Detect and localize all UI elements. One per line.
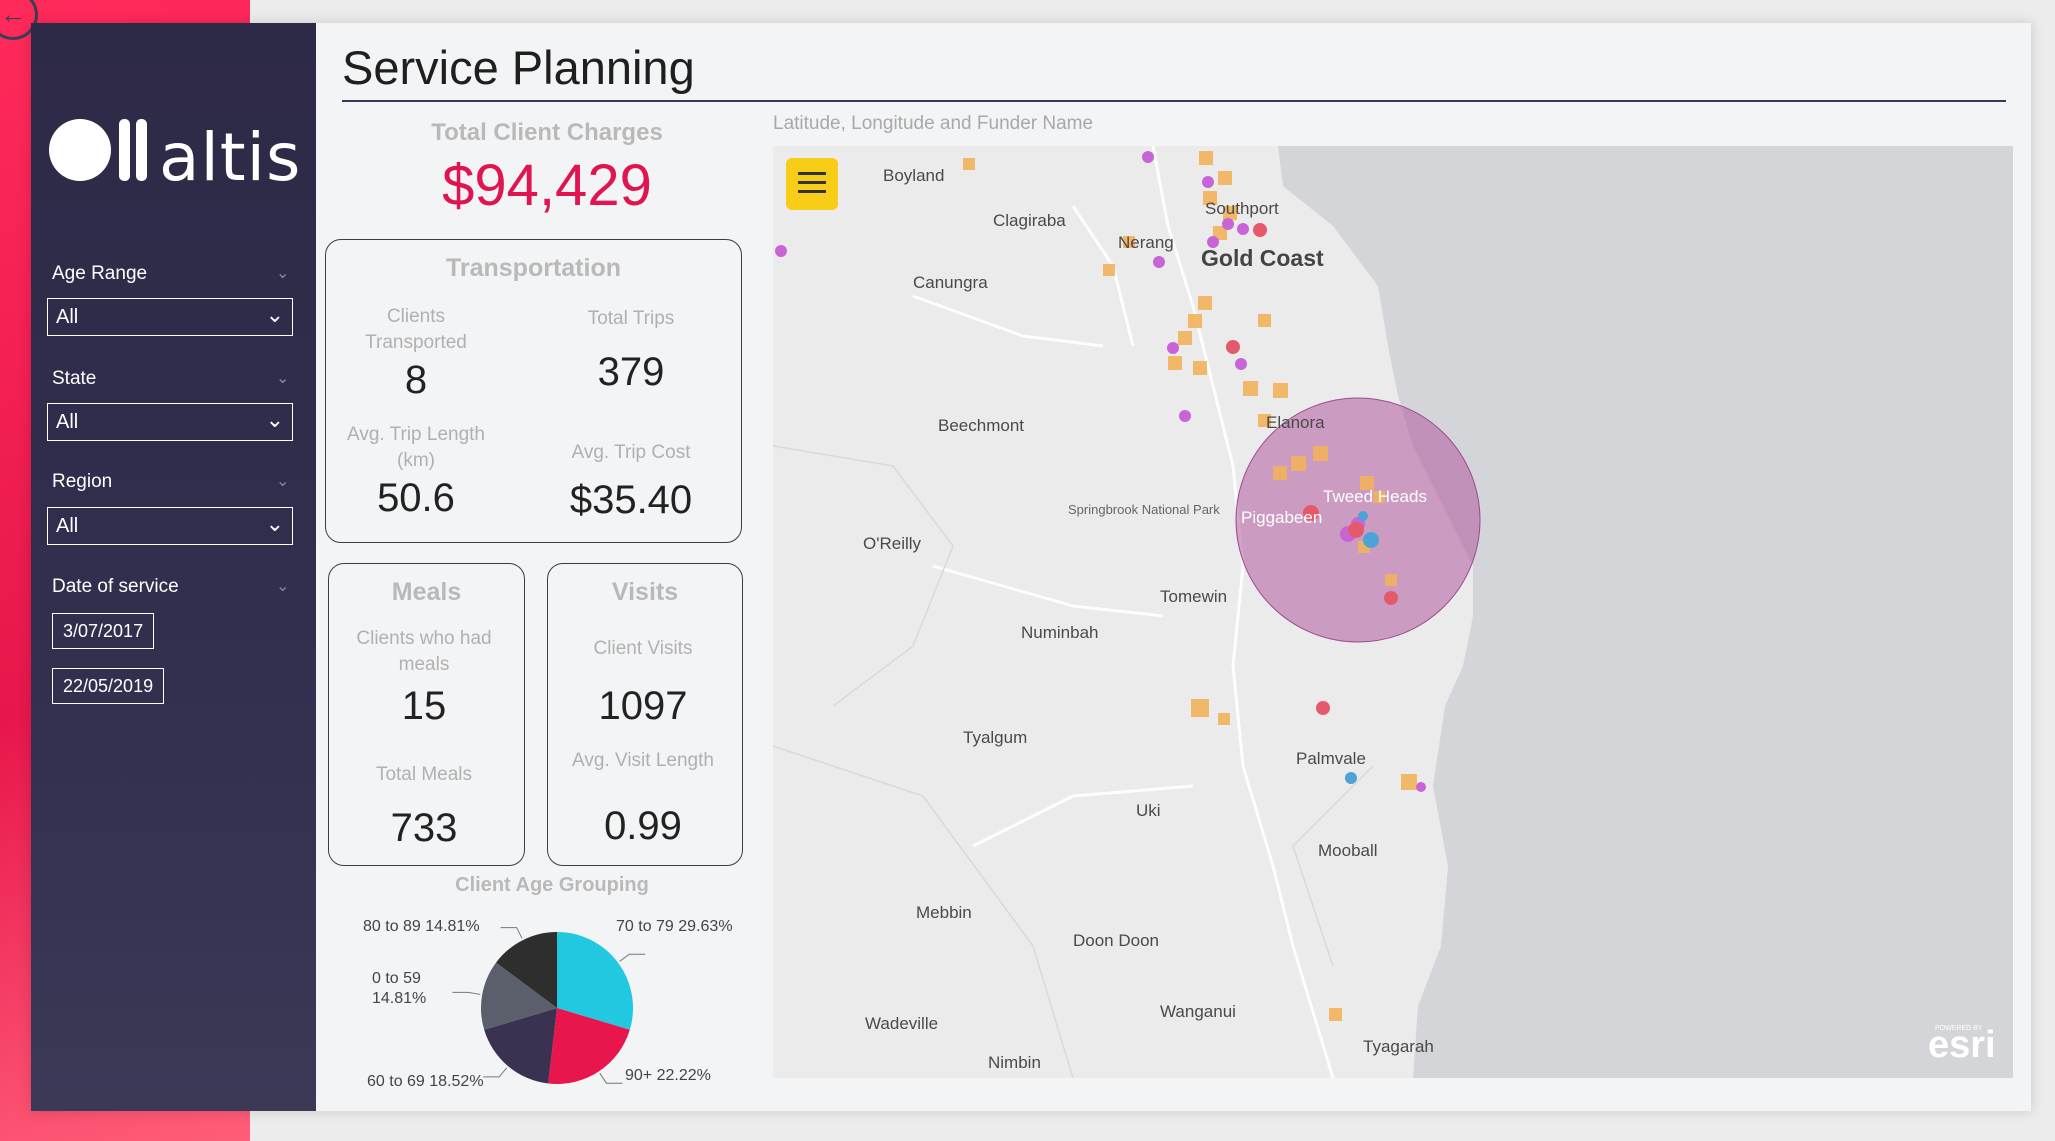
svg-text:Doon Doon: Doon Doon: [1073, 931, 1159, 950]
state-label: State: [52, 368, 97, 389]
age-range-dropdown[interactable]: All ⌄: [47, 298, 293, 336]
total-meals-label: Total Meals: [375, 764, 473, 785]
svg-text:Springbrook National Park: Springbrook National Park: [1068, 502, 1220, 517]
chevron-down-icon: ⌄: [265, 302, 284, 327]
svg-text:Numinbah: Numinbah: [1021, 623, 1099, 642]
svg-text:Elanora: Elanora: [1266, 413, 1325, 432]
transportation-title: Transportation: [445, 254, 621, 282]
map-markers-dots: [775, 151, 1426, 792]
meals-title: Meals: [391, 578, 462, 606]
pie-slice-0-to-59[interactable]: [481, 962, 557, 1030]
pie-leader-line: [452, 991, 481, 995]
client-visits-value: 1097: [598, 684, 688, 728]
clients-meals-value: 15: [401, 684, 447, 728]
map-view[interactable]: Boyland Clagiraba Southport Nerang Gold …: [773, 146, 2013, 1078]
pie-label-80-89: 80 to 89 14.81%: [363, 918, 480, 935]
chevron-down-icon[interactable]: ⌄: [276, 265, 290, 282]
back-arrow-icon[interactable]: ←: [0, 0, 38, 40]
visits-title: Visits: [611, 578, 679, 606]
svg-text:Boyland: Boyland: [883, 166, 944, 185]
svg-text:Mooball: Mooball: [1318, 841, 1378, 860]
total-trips-value: 379: [597, 350, 665, 394]
region-label: Region: [52, 471, 113, 492]
total-client-charges-value: $94,429: [442, 153, 652, 218]
pie-leader-line: [619, 953, 646, 962]
pie-leader-line: [483, 1067, 508, 1078]
region-dropdown[interactable]: All ⌄: [47, 507, 293, 545]
state-dropdown[interactable]: All ⌄: [47, 403, 293, 441]
svg-text:Wadeville: Wadeville: [865, 1014, 938, 1033]
avg-visit-length-label: Avg. Visit Length: [572, 750, 714, 771]
total-trips-label: Total Trips: [587, 308, 675, 329]
avg-trip-cost-label: Avg. Trip Cost: [571, 442, 691, 463]
svg-text:Nimbin: Nimbin: [988, 1053, 1041, 1072]
avg-trip-cost-value: $35.40: [569, 478, 693, 522]
start-date-input[interactable]: 3/07/2017: [52, 613, 155, 649]
clients-transported-label: Clients Transported: [365, 306, 467, 353]
avg-trip-length-value: 50.6: [377, 476, 455, 520]
clients-transported-value: 8: [404, 358, 428, 402]
svg-text:Tyagarah: Tyagarah: [1363, 1037, 1434, 1056]
page-title: Service Planning: [342, 41, 695, 94]
svg-text:Gold Coast: Gold Coast: [1201, 245, 1324, 271]
chevron-down-icon: ⌄: [265, 407, 284, 432]
svg-text:Nerang: Nerang: [1118, 233, 1174, 252]
visits-card: Visits Client Visits 1097 Avg. Visit Len…: [547, 563, 743, 866]
svg-text:Tomewin: Tomewin: [1160, 587, 1227, 606]
esri-logo: esri: [1928, 1024, 1996, 1066]
pie-slice-70-to-79[interactable]: [557, 932, 633, 1030]
svg-text:Wanganui: Wanganui: [1160, 1002, 1236, 1021]
pie-slice-80-to-89[interactable]: [496, 932, 557, 1008]
svg-text:Canungra: Canungra: [913, 273, 988, 292]
meals-card: Meals Clients who had meals 15 Total Mea…: [328, 563, 525, 866]
svg-text:Tyalgum: Tyalgum: [963, 728, 1027, 747]
sidebar: altis Age Range ⌄ All ⌄ State ⌄ All ⌄ Re…: [31, 23, 316, 1111]
age-range-label: Age Range: [52, 263, 148, 284]
logo-text: altis: [159, 119, 302, 196]
pie-label-0-59: 0 to 59 14.81%: [372, 970, 427, 1007]
state-value: All: [56, 411, 79, 433]
clients-meals-label: Clients who had meals: [356, 628, 492, 675]
altis-logo: altis: [49, 91, 302, 196]
pie-leader-line: [599, 1072, 623, 1084]
total-client-charges-label: Total Client Charges: [431, 119, 663, 146]
region-value: All: [56, 515, 79, 537]
svg-text:Beechmont: Beechmont: [938, 416, 1024, 435]
avg-trip-length-label: Avg. Trip Length (km): [346, 424, 486, 471]
svg-text:Uki: Uki: [1136, 801, 1161, 820]
chevron-down-icon[interactable]: ⌄: [276, 578, 290, 595]
svg-text:Palmvale: Palmvale: [1296, 749, 1366, 768]
svg-text:Clagiraba: Clagiraba: [993, 211, 1066, 230]
svg-text:Tweed Heads: Tweed Heads: [1323, 487, 1427, 506]
pie-leader-line: [500, 927, 523, 939]
avg-visit-length-value: 0.99: [604, 804, 682, 848]
svg-text:Southport: Southport: [1205, 199, 1279, 218]
transportation-card: Transportation Clients Transported 8 Tot…: [325, 239, 742, 543]
map-menu-button[interactable]: [786, 158, 838, 210]
title-divider: [342, 100, 2006, 102]
map-place-labels: Boyland Clagiraba Southport Nerang Gold …: [863, 166, 1434, 1072]
svg-text:Piggabeen: Piggabeen: [1241, 508, 1322, 527]
total-meals-value: 733: [390, 806, 458, 850]
svg-text:Mebbin: Mebbin: [916, 903, 972, 922]
date-of-service-label: Date of service: [52, 576, 179, 597]
age-range-value: All: [56, 306, 79, 328]
client-visits-label: Client Visits: [593, 638, 693, 659]
chevron-down-icon: ⌄: [265, 511, 284, 536]
map-markers-squares: [963, 151, 1417, 1021]
svg-text:O'Reilly: O'Reilly: [863, 534, 922, 553]
chevron-down-icon[interactable]: ⌄: [276, 370, 290, 387]
map-title: Latitude, Longitude and Funder Name: [773, 113, 1094, 134]
end-date-input[interactable]: 22/05/2019: [52, 668, 165, 704]
pie-label-70-79: 70 to 79 29.63%: [616, 918, 733, 935]
pie-label-90-plus: 90+ 22.22%: [625, 1067, 711, 1084]
pie-slice-60-to-69[interactable]: [484, 1008, 557, 1084]
pie-label-60-69: 60 to 69 18.52%: [367, 1073, 484, 1090]
chevron-down-icon[interactable]: ⌄: [276, 473, 290, 490]
client-age-pie-chart: [452, 927, 646, 1084]
pie-slice-90-[interactable]: [548, 1008, 630, 1084]
esri-powered-by: POWERED BY: [1935, 1025, 1983, 1032]
map-canvas[interactable]: Boyland Clagiraba Southport Nerang Gold …: [773, 146, 2013, 1078]
pie-chart-title: Client Age Grouping: [455, 874, 649, 896]
